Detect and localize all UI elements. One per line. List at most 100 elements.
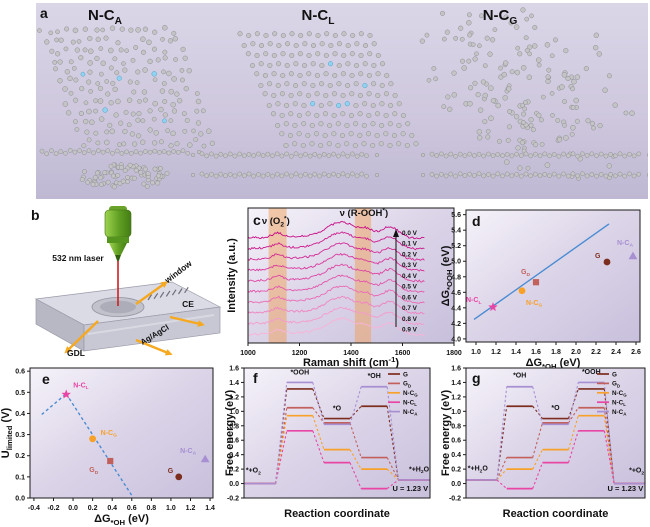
svg-text:5.4: 5.4 (451, 228, 461, 235)
ylabel-c: Intensity (a.u.) (226, 238, 238, 313)
svg-text:1400: 1400 (343, 350, 359, 357)
svg-text:1200: 1200 (292, 350, 308, 357)
point-label-N-C_L: N-CL (466, 297, 481, 306)
chart-d: N-CL N-CG GD G N-CA 1.0 1.2 1.4 1.6 1.8 2.0 2.2 2.4 2… (440, 209, 641, 371)
legend-N-C_G: N-CG (403, 390, 418, 398)
point-label-N-C_A: N-CA (180, 448, 196, 457)
svg-text:4.8: 4.8 (451, 274, 461, 281)
annotation: *OH (368, 373, 381, 380)
chart-c: 0.0 V 0.1 V 0.2 V 0.3 V 0.4 V 0.5 V 0.6 V 0.7 V… (226, 207, 462, 369)
legend-N-C_L: N-CL (612, 400, 626, 408)
point-label-G_D: GD (521, 269, 530, 278)
svg-text:2.6: 2.6 (631, 349, 641, 356)
svg-text:0.6: 0.6 (127, 505, 137, 512)
svg-text:1000: 1000 (240, 350, 256, 357)
svg-text:0.8: 0.8 (451, 423, 461, 430)
svg-text:1.4: 1.4 (451, 380, 461, 387)
annotation: *O (551, 405, 560, 412)
legend-G: G (612, 371, 617, 378)
annotation: *OOH (582, 369, 601, 376)
annotation: *O (333, 406, 342, 413)
spectrum-label-0.6 V: 0.6 V (402, 294, 418, 301)
svg-text:-0.4: -0.4 (28, 505, 40, 512)
svg-text:0.4: 0.4 (107, 505, 117, 512)
panel-g-letter: g (472, 370, 481, 386)
svg-text:1.4: 1.4 (205, 505, 215, 512)
point-label-G: G (168, 468, 174, 475)
panel-f-letter: f (253, 370, 258, 386)
svg-text:5.2: 5.2 (451, 243, 461, 250)
svg-text:1.2: 1.2 (451, 394, 461, 401)
structure-title-ncg: N-CG (482, 7, 518, 27)
spectrum-label-0.4 V: 0.4 V (402, 273, 418, 280)
svg-text:1.8: 1.8 (551, 349, 561, 356)
svg-text:5.0: 5.0 (451, 259, 461, 266)
spectrum-label-0.3 V: 0.3 V (402, 262, 418, 269)
ylabel-d: ΔG*OOH (eV) (440, 245, 454, 306)
annotation: U = 1.23 V (392, 484, 428, 493)
panel-e-letter: e (42, 371, 50, 387)
legend-N-C_A: N-CA (403, 409, 418, 417)
ylabel-g: Free energy (eV) (440, 390, 452, 477)
window-label: window (162, 258, 194, 286)
peak-label: ν (O2*) (262, 216, 290, 229)
svg-text:1.4: 1.4 (229, 380, 239, 387)
xlabel-f: Reaction coordinate (284, 508, 390, 520)
ce-label: CE (182, 299, 194, 309)
svg-text:1.2: 1.2 (229, 394, 239, 401)
svg-text:1600: 1600 (395, 350, 411, 357)
svg-text:1.0: 1.0 (229, 409, 239, 416)
svg-text:1.6: 1.6 (229, 366, 239, 373)
annotation: *+H2O (409, 466, 430, 475)
svg-text:4.2: 4.2 (451, 321, 461, 328)
point-label-G_D: GD (89, 467, 98, 476)
svg-text:1.0: 1.0 (451, 409, 461, 416)
svg-text:1.0: 1.0 (166, 505, 176, 512)
point-label-N-C_G: N-CG (526, 300, 542, 309)
svg-text:0.4: 0.4 (451, 452, 461, 459)
svg-text:4.0: 4.0 (451, 336, 461, 343)
svg-text:0.6: 0.6 (451, 438, 461, 445)
svg-text:0.2: 0.2 (15, 453, 25, 460)
point-label-N-C_G: N-CG (101, 430, 117, 439)
legend-N-C_L: N-CL (403, 400, 417, 408)
svg-text:1.6: 1.6 (531, 349, 541, 356)
spectrum-label-0.5 V: 0.5 V (402, 284, 418, 291)
spectrum-label-0.1 V: 0.1 V (402, 241, 418, 248)
svg-text:0.2: 0.2 (451, 467, 461, 474)
panel-a-structures (37, 7, 648, 190)
legend-G_D: GD (403, 381, 411, 389)
xlabel-c: Raman shift (cm-1) (303, 355, 399, 369)
structure-title-nca: N-CA (87, 7, 123, 27)
svg-text:4.4: 4.4 (451, 305, 461, 312)
spectrum-label-0.2 V: 0.2 V (402, 251, 418, 258)
svg-text:1.4: 1.4 (511, 349, 521, 356)
svg-text:0.0: 0.0 (68, 505, 78, 512)
gdl-label: GDL (67, 348, 85, 358)
svg-text:0.2: 0.2 (88, 505, 98, 512)
svg-text:0.4: 0.4 (229, 452, 239, 459)
legend-G: G (403, 371, 408, 378)
svg-text:0.8: 0.8 (229, 423, 239, 430)
spectrum-label-0.8 V: 0.8 V (402, 316, 418, 323)
annotation: *OH (513, 372, 526, 379)
point-label-N-C_L: N-CL (73, 382, 88, 391)
spectrum-label-0.7 V: 0.7 V (402, 305, 418, 312)
spectrum-label-0.0 V: 0.0 V (402, 230, 418, 237)
spectrum-label-0.9 V: 0.9 V (402, 327, 418, 334)
panel-c-letter: c (253, 212, 261, 228)
svg-text:0.3: 0.3 (15, 432, 25, 439)
svg-text:2.2: 2.2 (591, 349, 601, 356)
point-label-N-C_A: N-CA (617, 240, 633, 249)
svg-text:0.0: 0.0 (451, 481, 461, 488)
xlabel-g: Reaction coordinate (503, 508, 609, 520)
point-label-G: G (595, 253, 601, 260)
svg-text:2.4: 2.4 (611, 349, 621, 356)
structure-title-ncl: N-CL (301, 7, 335, 27)
svg-text:1.6: 1.6 (451, 366, 461, 373)
annotation: *+O2 (246, 468, 261, 477)
svg-text:0.0: 0.0 (15, 496, 25, 503)
svg-text:1.2: 1.2 (491, 349, 501, 356)
